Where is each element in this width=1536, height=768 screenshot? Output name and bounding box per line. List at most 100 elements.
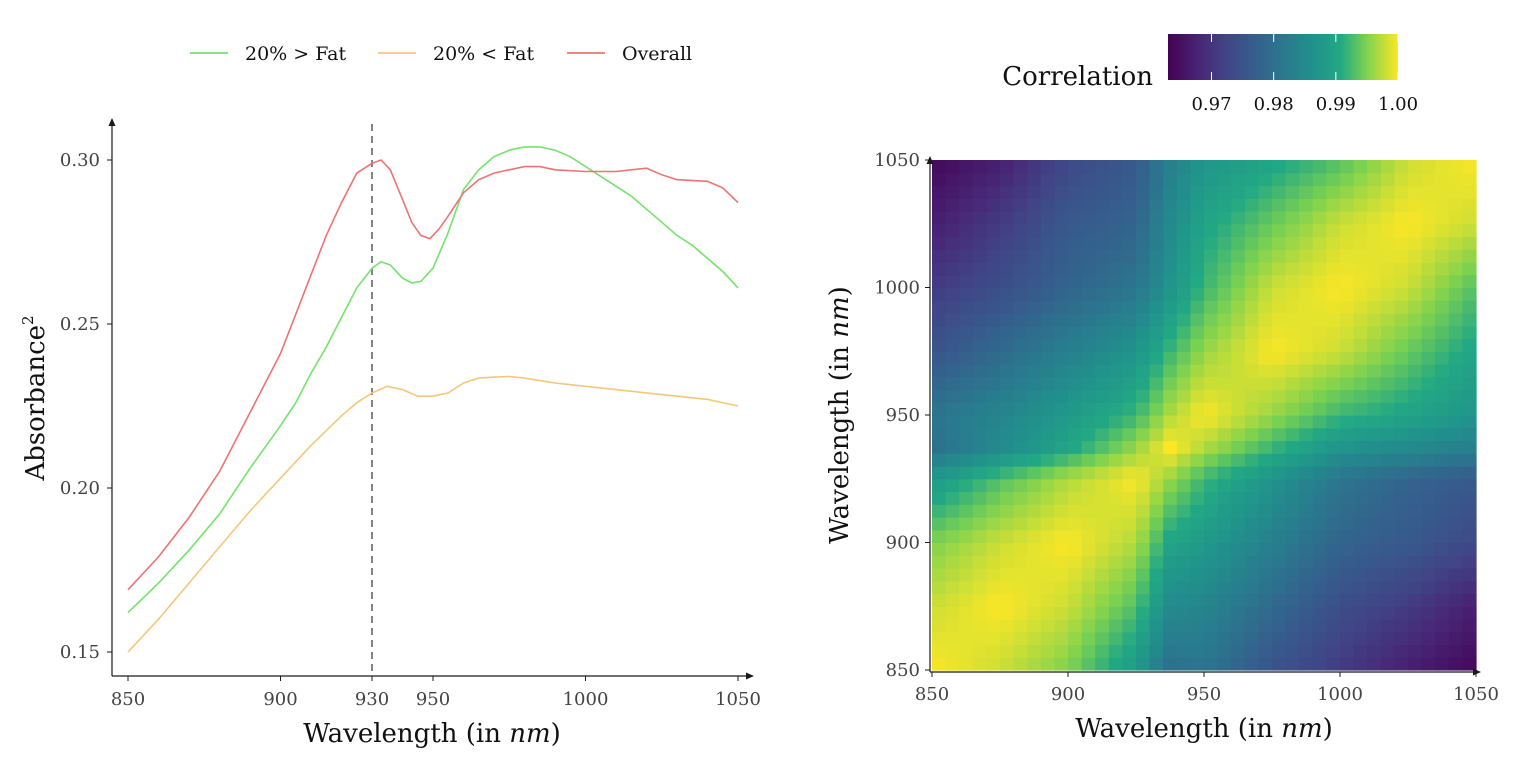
- heatmap-cell: [986, 249, 1001, 263]
- heatmap-x-axis-title: Wavelength (in nm): [1075, 714, 1333, 744]
- heatmap-cell: [1068, 211, 1083, 225]
- heatmap-cell: [1340, 262, 1355, 276]
- heatmap-cell: [1081, 542, 1096, 556]
- heatmap-cell: [1448, 274, 1463, 289]
- heatmap-cell: [1176, 402, 1191, 416]
- heatmap-cell: [1081, 376, 1096, 391]
- heatmap-cell: [1244, 644, 1259, 658]
- heatmap-cell: [1394, 542, 1409, 556]
- heatmap-cell: [1163, 364, 1178, 378]
- heatmap-cell: [1258, 402, 1273, 416]
- heatmap-cell: [1013, 325, 1028, 340]
- heatmap-cell: [1421, 619, 1436, 633]
- heatmap-cell: [1299, 364, 1314, 378]
- heatmap-cell: [1068, 338, 1083, 352]
- heatmap-cell: [1095, 517, 1110, 531]
- heatmap-cell: [959, 287, 974, 301]
- heatmap-cell: [1000, 542, 1015, 556]
- heatmap-cell: [1108, 644, 1123, 658]
- heatmap-cell: [1394, 580, 1409, 595]
- heatmap-cell: [1408, 402, 1423, 416]
- heatmap-cell: [1380, 274, 1395, 289]
- heatmap-cell: [1149, 325, 1164, 340]
- colorbar-title: Correlation: [1002, 62, 1153, 92]
- heatmap-cell: [1190, 593, 1205, 607]
- heatmap-cell: [1408, 262, 1423, 276]
- heatmap-cell: [1013, 287, 1028, 301]
- heatmap-cell: [959, 364, 974, 378]
- heatmap-cell: [1136, 555, 1151, 569]
- heatmap-cell: [1380, 466, 1395, 480]
- heatmap-cell: [1272, 402, 1287, 416]
- heatmap-cell: [1149, 160, 1164, 174]
- heatmap-cell: [1054, 466, 1069, 480]
- heatmap-cell: [1272, 236, 1287, 250]
- heatmap-cell: [1285, 185, 1300, 199]
- heatmap-cell: [1054, 619, 1069, 633]
- heatmap-cell: [1340, 274, 1355, 289]
- heatmap-cell: [1149, 338, 1164, 352]
- heatmap-cell: [1108, 160, 1123, 174]
- heatmap-cell: [1299, 415, 1314, 429]
- heatmap-cell: [1217, 389, 1232, 403]
- heatmap-cell: [1081, 402, 1096, 416]
- heatmap-cell: [1068, 606, 1083, 620]
- heatmap-cell: [1435, 580, 1450, 595]
- heatmap-cell: [986, 376, 1001, 391]
- heatmap-cell: [1394, 517, 1409, 531]
- heatmap-cell: [1000, 555, 1015, 569]
- heatmap-cell: [959, 415, 974, 429]
- heatmap-cell: [1421, 236, 1436, 250]
- heatmap-cell: [1326, 466, 1341, 480]
- heatmap-cell: [1054, 223, 1069, 238]
- heatmap-cell: [1380, 568, 1395, 582]
- heatmap-cell: [1353, 325, 1368, 340]
- heatmap-cell: [945, 542, 960, 556]
- heatmap-cell: [1244, 338, 1259, 352]
- x-tick-label: 1050: [715, 689, 761, 710]
- heatmap-cell: [1027, 249, 1042, 263]
- heatmap-cell: [945, 172, 960, 187]
- heatmap-cell: [1122, 313, 1137, 327]
- heatmap-cell: [1462, 415, 1477, 429]
- heatmap-cell: [1163, 313, 1178, 327]
- heatmap-cell: [1081, 351, 1096, 365]
- heatmap-cell: [1435, 555, 1450, 569]
- heatmap-cell: [986, 160, 1001, 174]
- heatmap-cell: [1176, 325, 1191, 340]
- colorbar-tick-label: 0.99: [1316, 94, 1356, 115]
- heatmap-cell: [1217, 287, 1232, 301]
- heatmap-cell: [1244, 593, 1259, 607]
- heatmap-cell: [1258, 466, 1273, 480]
- heatmap-cell: [1285, 325, 1300, 340]
- heatmap-cell: [1285, 172, 1300, 187]
- heatmap-cell: [1435, 185, 1450, 199]
- heatmap-cell: [1231, 440, 1246, 454]
- heatmap-cell: [1176, 262, 1191, 276]
- heatmap-cell: [1013, 185, 1028, 199]
- heatmap-cell: [1312, 338, 1327, 352]
- y-axis-arrow: [108, 118, 116, 126]
- heatmap-cell: [1149, 249, 1164, 263]
- heatmap-cell: [1204, 185, 1219, 199]
- heatmap-cell: [1299, 274, 1314, 289]
- heatmap-cell: [1095, 274, 1110, 289]
- heatmap-cell: [945, 325, 960, 340]
- heatmap-cell: [1258, 211, 1273, 225]
- heatmap-cell: [1040, 160, 1055, 174]
- heatmap-cell: [1040, 619, 1055, 633]
- heatmap-cell: [1095, 300, 1110, 314]
- heatmap-cell: [1027, 453, 1042, 467]
- heatmap-cell: [1204, 249, 1219, 263]
- heatmap-cell: [1421, 657, 1436, 671]
- heatmap-cell: [1013, 619, 1028, 633]
- heatmap-cell: [1027, 478, 1042, 493]
- heatmap-cell: [1054, 529, 1069, 544]
- heatmap-cell: [1408, 593, 1423, 607]
- heatmap-cell: [1394, 619, 1409, 633]
- heatmap-cell: [1095, 529, 1110, 544]
- heatmap-cell: [1312, 517, 1327, 531]
- heatmap-cell: [932, 580, 947, 595]
- heatmap-cell: [1258, 376, 1273, 391]
- legend-label: 20% < Fat: [433, 43, 534, 65]
